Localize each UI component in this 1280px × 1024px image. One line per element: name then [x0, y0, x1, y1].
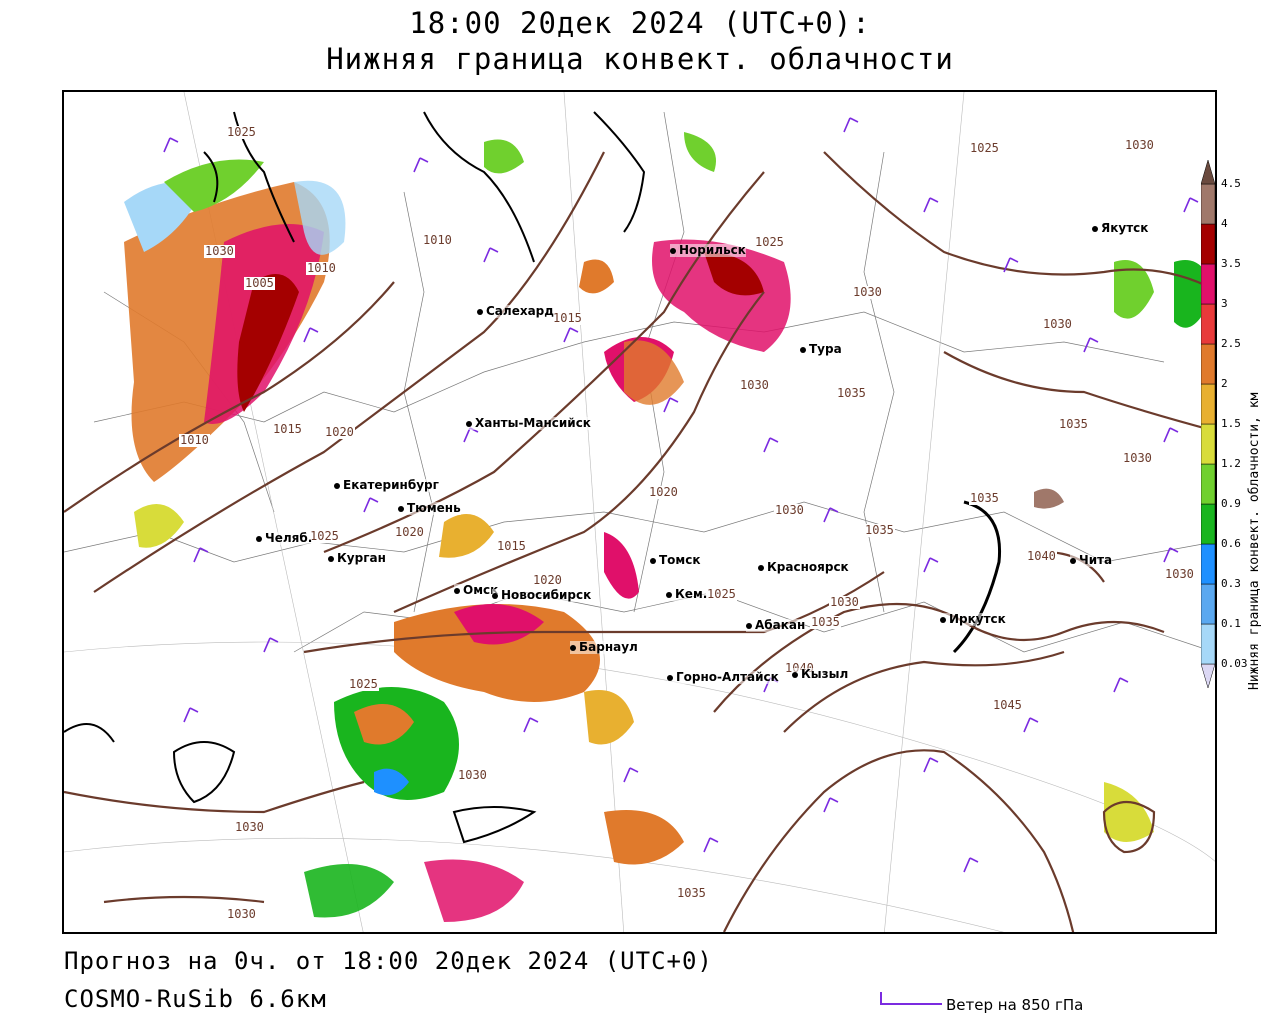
- cloud-patches: [124, 132, 1214, 922]
- isobar-label: 1020: [394, 525, 425, 539]
- city-label: Горно-Алтайск: [667, 671, 779, 684]
- city-label: Тура: [800, 343, 842, 356]
- colorbar-tick-label: 4: [1221, 217, 1228, 230]
- colorbar-tick-label: 4.5: [1221, 177, 1241, 190]
- colorbar-band: [1201, 383, 1215, 425]
- city-label: Екатеринбург: [334, 479, 439, 492]
- isobar-label: 1005: [244, 276, 275, 290]
- colorbar-band: [1201, 263, 1215, 305]
- city-label: Абакан: [746, 619, 806, 632]
- city-label: Красноярск: [758, 561, 849, 574]
- city-label: Кем.: [666, 588, 708, 601]
- city-label: Якутск: [1092, 222, 1149, 235]
- isobar-label: 1025: [348, 677, 379, 691]
- colorbar-band: [1201, 343, 1215, 385]
- map-subtitle: Нижняя граница конвект. облачности: [326, 42, 954, 76]
- isobar-label: 1030: [1042, 317, 1073, 331]
- colorbar-band: [1201, 183, 1215, 225]
- colorbar-tick-label: 0.1: [1221, 617, 1241, 630]
- map-canvas: [64, 92, 1215, 932]
- wind-barbs: [163, 117, 1199, 873]
- isobar-label: 1020: [532, 573, 563, 587]
- colorbar-tick-label: 0.3: [1221, 577, 1241, 590]
- isobar-label: 1035: [1058, 417, 1089, 431]
- isobar-label: 1020: [648, 485, 679, 499]
- isobar-label: 1025: [754, 235, 785, 249]
- isobar-label: 1025: [226, 125, 257, 139]
- colorbar-bottom-arrow: [1201, 663, 1215, 688]
- city-label: Барнаул: [570, 641, 638, 654]
- isobar-label: 1010: [179, 433, 210, 447]
- isobar-label: 1030: [829, 595, 860, 609]
- city-label: Чита: [1070, 554, 1113, 567]
- colorbar-tick-label: 0.9: [1221, 497, 1241, 510]
- city-label: Ханты-Мансийск: [466, 417, 591, 430]
- colorbar-band: [1201, 543, 1215, 585]
- isobar-label: 1030: [226, 907, 257, 921]
- city-label: Норильск: [670, 244, 746, 257]
- isobar-label: 1030: [852, 285, 883, 299]
- isobar-label: 1025: [969, 141, 1000, 155]
- city-label: Омск: [454, 584, 499, 597]
- colorbar-top-arrow: [1201, 160, 1215, 185]
- isobar-label: 1015: [496, 539, 527, 553]
- colorbar-tick-label: 1.5: [1221, 417, 1241, 430]
- colorbar: [1201, 160, 1215, 688]
- colorbar-band: [1201, 583, 1215, 625]
- isobar-label: 1015: [272, 422, 303, 436]
- city-label: Курган: [328, 552, 386, 565]
- isobar-label: 1040: [1026, 549, 1057, 563]
- isobar-label: 1015: [552, 311, 583, 325]
- isobar-label: 1035: [864, 523, 895, 537]
- isobar-label: 1030: [1124, 138, 1155, 152]
- colorbar-band: [1201, 303, 1215, 345]
- isobar-label: 1025: [309, 529, 340, 543]
- colorbar-tick-label: 2.5: [1221, 337, 1241, 350]
- colorbar-tick-label: 1.2: [1221, 457, 1241, 470]
- colorbar-tick-label: 0.03: [1221, 657, 1248, 670]
- isobar-label: 1030: [204, 244, 235, 258]
- colorbar-band: [1201, 503, 1215, 545]
- isobar-label: 1035: [836, 386, 867, 400]
- forecast-map: 1025 1025 1030 1025 1010 1010 1030 1005 …: [62, 90, 1217, 934]
- map-title: 18:00 20дек 2024 (UTC+0):: [409, 6, 871, 40]
- city-label: Иркутск: [940, 613, 1006, 626]
- forecast-info: Прогноз на 0ч. от 18:00 20дек 2024 (UTC+…: [64, 947, 713, 975]
- colorbar-band: [1201, 623, 1215, 665]
- city-label: Тюмень: [398, 502, 461, 515]
- colorbar-title: Нижняя граница конвект. облачности, км: [1247, 392, 1262, 690]
- colorbar-band: [1201, 223, 1215, 265]
- city-label: Томск: [650, 554, 701, 567]
- isobar-label: 1045: [992, 698, 1023, 712]
- colorbar-tick-label: 3.5: [1221, 257, 1241, 270]
- colorbar-band: [1201, 463, 1215, 505]
- isobar-label: 1010: [306, 261, 337, 275]
- isobar-label: 1025: [706, 587, 737, 601]
- city-label: Челяб.: [256, 532, 313, 545]
- city-label: Кызыл: [792, 668, 849, 681]
- colorbar-band: [1201, 423, 1215, 465]
- colorbar-tick-label: 2: [1221, 377, 1228, 390]
- colorbar-tick-label: 3: [1221, 297, 1228, 310]
- isobar-label: 1030: [739, 378, 770, 392]
- city-label: Новосибирск: [492, 589, 592, 602]
- isobar-label: 1030: [774, 503, 805, 517]
- model-name: COSMO-RuSib 6.6км: [64, 985, 327, 1013]
- isobar-label: 1030: [1164, 567, 1195, 581]
- isobar-label: 1035: [676, 886, 707, 900]
- colorbar-tick-label: 0.6: [1221, 537, 1241, 550]
- wind-barb-legend-icon: [880, 992, 942, 1005]
- isobar-label: 1030: [1122, 451, 1153, 465]
- isobar-label: 1035: [810, 615, 841, 629]
- isobar-label: 1020: [324, 425, 355, 439]
- isobar-label: 1035: [969, 491, 1000, 505]
- wind-legend-label: Ветер на 850 гПа: [946, 996, 1084, 1014]
- isobar-label: 1030: [457, 768, 488, 782]
- city-label: Салехард: [477, 305, 554, 318]
- isobar-label: 1010: [422, 233, 453, 247]
- isobar-label: 1030: [234, 820, 265, 834]
